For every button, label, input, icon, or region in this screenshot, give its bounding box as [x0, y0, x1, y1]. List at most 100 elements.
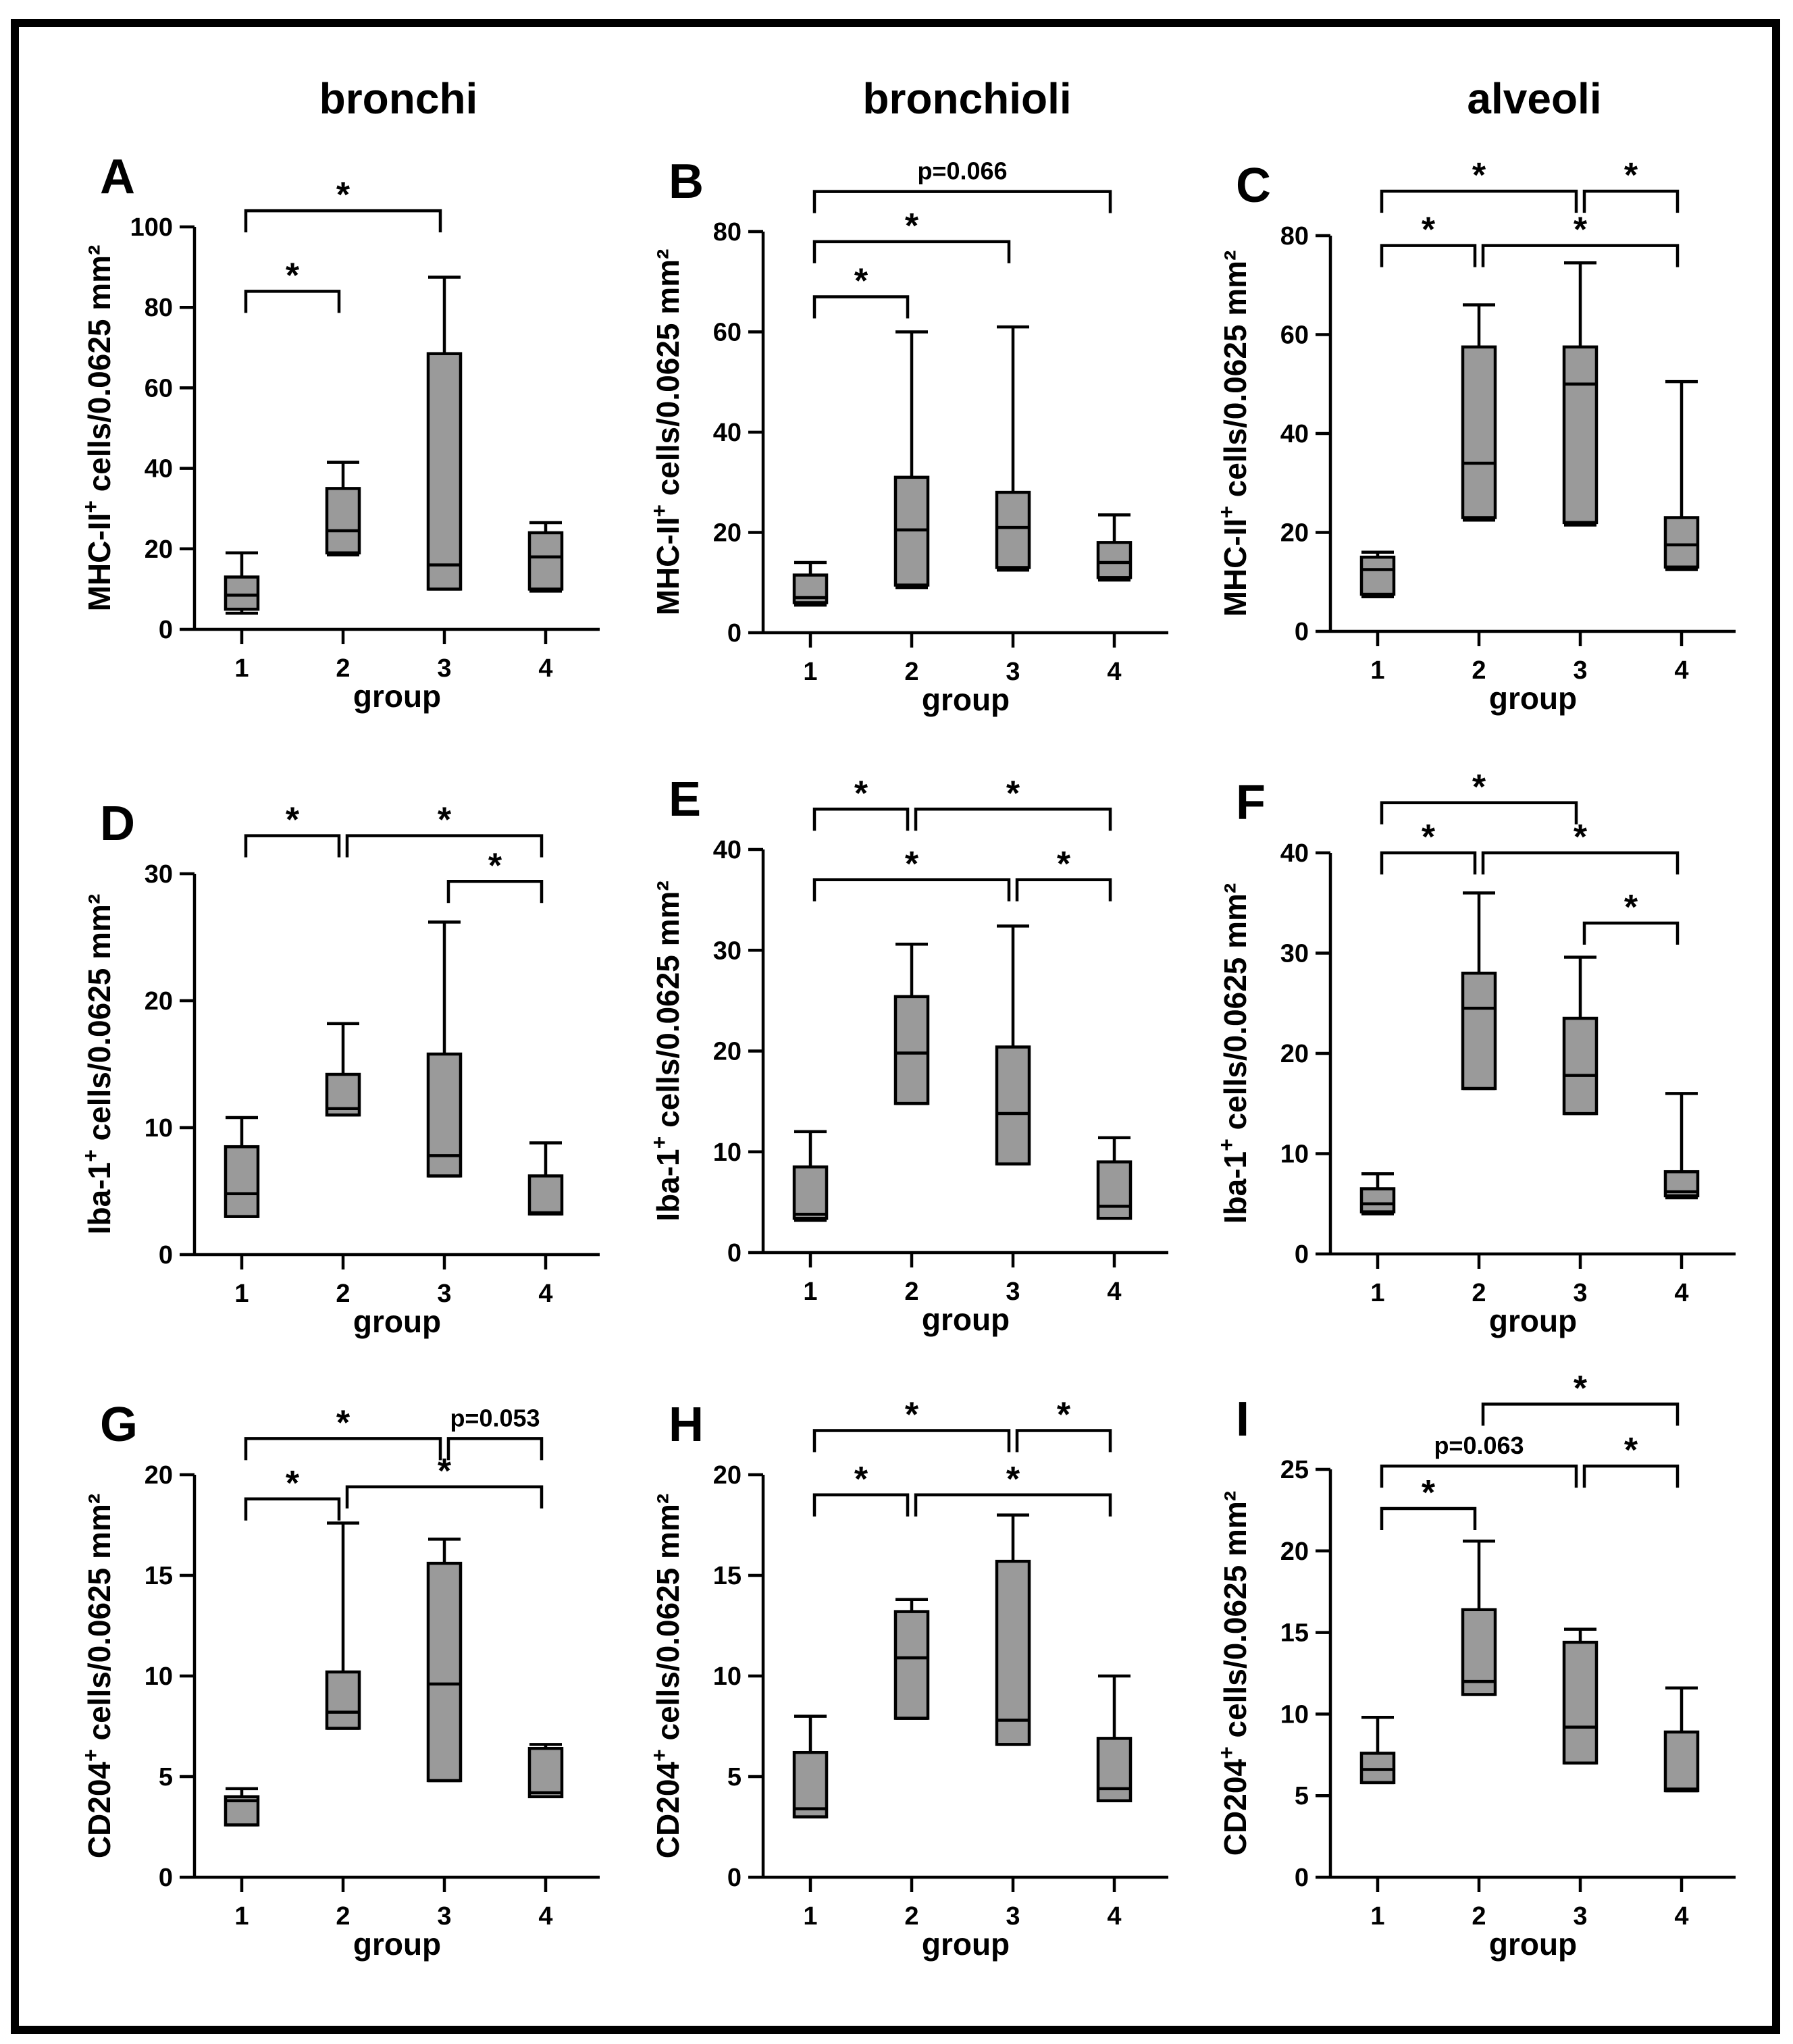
box-group-1: [224, 1787, 260, 1827]
x-axis-title: group: [922, 682, 1010, 717]
y-tick-label: 20: [713, 1461, 742, 1490]
box-iqr: [426, 1052, 463, 1178]
x-axis-title: group: [1489, 1303, 1577, 1338]
significance-bracket: *: [812, 774, 910, 831]
significance-bracket: *: [1380, 818, 1477, 874]
bracket-line: [244, 209, 442, 233]
y-tick-label: 60: [145, 374, 173, 402]
box-group-3: [995, 325, 1031, 572]
y-tick-label: 20: [145, 535, 173, 564]
box-group-2: [1461, 303, 1497, 522]
significance-bracket: *: [914, 774, 1112, 831]
y-axis-title: Iba-1+ cells/0.0625 mm²: [78, 894, 117, 1235]
bracket-line: [1015, 878, 1112, 901]
y-tick-label: 5: [1295, 1782, 1309, 1810]
x-axis-title: group: [1489, 1927, 1577, 1962]
significance-bracket: *: [244, 1464, 341, 1521]
box-group-4: [527, 521, 564, 593]
x-tick-label: 3: [1573, 656, 1587, 685]
y-axis-title: MHC-II+ cells/0.0625 mm²: [647, 249, 685, 616]
significance-star: *: [1057, 1395, 1071, 1434]
significance-bracket: p=0.053: [446, 1404, 544, 1461]
x-tick-label: 2: [904, 1902, 918, 1931]
x-tick-label: 2: [1472, 656, 1486, 685]
y-axis-title: Iba-1+ cells/0.0625 mm²: [1214, 883, 1253, 1224]
significance-bracket: *: [1380, 211, 1477, 267]
significance-star: *: [438, 801, 452, 840]
y-tick-label: 20: [1280, 519, 1309, 548]
y-tick-label: 40: [713, 836, 742, 864]
box-iqr: [527, 1174, 564, 1216]
y-tick-label: 0: [727, 619, 742, 648]
y-tick-label: 100: [130, 213, 173, 242]
significance-bracket: *: [812, 207, 1011, 263]
significance-star: *: [438, 1452, 452, 1491]
bracket-line: [812, 1429, 1011, 1452]
x-tick-label: 1: [803, 1902, 817, 1931]
bracket-line: [914, 1493, 1112, 1517]
panel-d: D 0 10 20 30 1 2 3 4 group Iba-1+ cells/0.0625 mm²…: [78, 797, 600, 1339]
box-group-3: [1562, 1627, 1599, 1765]
y-tick-label: 80: [713, 218, 742, 246]
box-group-1: [1359, 1172, 1396, 1215]
significance-star: *: [336, 176, 350, 215]
significance-bracket: *: [1015, 845, 1112, 901]
column-title-alveoli: alveoli: [1467, 74, 1601, 123]
p-value-label: p=0.066: [917, 157, 1007, 185]
panel-letter: H: [669, 1398, 704, 1452]
significance-bracket: *: [1582, 1431, 1680, 1488]
bracket-line: [1380, 189, 1578, 213]
box-iqr: [426, 352, 463, 591]
x-axis-title: group: [922, 1927, 1010, 1962]
x-tick-label: 1: [1370, 656, 1384, 685]
box-group-1: [224, 551, 260, 615]
significance-star: *: [1624, 156, 1638, 195]
y-tick-label: 0: [1295, 1864, 1309, 1892]
x-tick-label: 1: [803, 1278, 817, 1306]
significance-bracket: *: [1582, 156, 1680, 213]
box-iqr: [527, 531, 564, 591]
box-group-3: [426, 1538, 463, 1783]
bracket-line: [1582, 921, 1680, 945]
box-group-1: [792, 1714, 829, 1818]
y-tick-label: 5: [159, 1763, 173, 1791]
x-tick-label: 3: [437, 654, 451, 683]
bracket-line: [1582, 1464, 1680, 1488]
box-group-2: [1461, 891, 1497, 1091]
panel-g: G 0 5 10 15 20 1 2 3 4 group CD204+ cells/0.0625 mm…: [78, 1398, 600, 1962]
bracket-line: [1015, 1429, 1112, 1452]
box-iqr: [1562, 1640, 1599, 1765]
bracket-line: [244, 1497, 341, 1521]
x-tick-label: 2: [1472, 1902, 1486, 1931]
significance-star: *: [1574, 211, 1588, 250]
box-iqr: [1096, 1160, 1133, 1220]
y-tick-label: 80: [145, 294, 173, 322]
significance-bracket: *: [1380, 768, 1578, 824]
bracket-line: [914, 808, 1112, 831]
significance-star: *: [1422, 818, 1436, 857]
x-tick-label: 4: [1107, 658, 1121, 686]
y-tick-label: 20: [713, 1038, 742, 1066]
significance-bracket: p=0.063: [1380, 1432, 1578, 1488]
bracket-line: [1380, 851, 1477, 874]
significance-bracket: *: [446, 846, 544, 903]
panel-letter: A: [100, 150, 135, 204]
box-iqr: [1359, 1187, 1396, 1213]
panel-letter: G: [100, 1398, 138, 1452]
y-axis-title: MHC-II+ cells/0.0625 mm²: [78, 245, 117, 612]
bracket-line: [1582, 189, 1680, 213]
x-tick-label: 4: [538, 1280, 552, 1308]
bracket-line: [812, 295, 910, 319]
y-tick-label: 10: [1280, 1700, 1309, 1729]
box-group-1: [792, 560, 829, 607]
column-title-bronchioli: bronchioli: [862, 74, 1071, 123]
x-axis-title: group: [1489, 681, 1577, 716]
significance-star: *: [1574, 818, 1588, 857]
box-group-3: [1562, 955, 1599, 1116]
x-tick-label: 3: [1573, 1279, 1587, 1307]
x-axis-title: group: [353, 1927, 441, 1962]
y-axis-title: CD204+ cells/0.0625 mm²: [78, 1494, 117, 1858]
panel-letter: E: [669, 772, 701, 827]
y-tick-label: 20: [1280, 1040, 1309, 1068]
p-value-label: p=0.053: [450, 1404, 540, 1432]
